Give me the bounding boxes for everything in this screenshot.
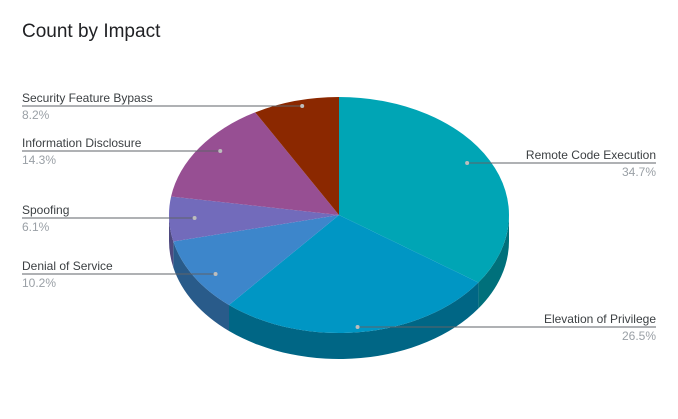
slice-percent-security-feature-bypass: 8.2% bbox=[22, 108, 50, 122]
pie-slice-elevation-of-privilege[interactable] bbox=[229, 215, 479, 333]
pie-side-elevation-of-privilege bbox=[229, 282, 479, 360]
leader-dot-elevation-of-privilege bbox=[355, 325, 360, 329]
slice-percent-remote-code-execution: 34.7% bbox=[622, 165, 656, 179]
leader-dot-denial-of-service bbox=[213, 272, 218, 276]
pie-side-remote-code-execution bbox=[478, 215, 509, 309]
chart-title: Count by Impact bbox=[22, 21, 161, 42]
leader-dot-remote-code-execution bbox=[465, 161, 470, 165]
pie-sides bbox=[169, 215, 509, 360]
pie-side-denial-of-service bbox=[173, 241, 230, 331]
slice-percent-spoofing: 6.1% bbox=[22, 220, 50, 234]
slice-percent-denial-of-service: 10.2% bbox=[22, 276, 56, 290]
pie-slice-security-feature-bypass[interactable] bbox=[255, 97, 339, 215]
leader-dot-spoofing bbox=[192, 216, 197, 220]
leader-dot-information-disclosure bbox=[218, 149, 223, 153]
leader-dot-security-feature-bypass bbox=[300, 104, 305, 108]
pie-side-spoofing bbox=[169, 215, 174, 268]
slice-label-remote-code-execution: Remote Code Execution bbox=[526, 148, 656, 162]
slice-label-information-disclosure: Information Disclosure bbox=[22, 136, 142, 150]
slice-label-elevation-of-privilege: Elevation of Privilege bbox=[544, 312, 656, 326]
slice-label-denial-of-service: Denial of Service bbox=[22, 259, 113, 273]
pie-slice-remote-code-execution[interactable] bbox=[339, 97, 510, 283]
slice-label-spoofing: Spoofing bbox=[22, 203, 69, 217]
slice-label-security-feature-bypass: Security Feature Bypass bbox=[22, 91, 153, 105]
slice-percent-elevation-of-privilege: 26.5% bbox=[622, 329, 656, 343]
pie-slice-spoofing[interactable] bbox=[168, 196, 339, 242]
pie-slices bbox=[168, 97, 510, 333]
pie-slice-information-disclosure[interactable] bbox=[171, 112, 339, 215]
pie-slice-denial-of-service[interactable] bbox=[173, 215, 339, 305]
slice-labels: Remote Code Execution 34.7% Elevation of P… bbox=[22, 91, 656, 343]
slice-percent-information-disclosure: 14.3% bbox=[22, 153, 56, 167]
